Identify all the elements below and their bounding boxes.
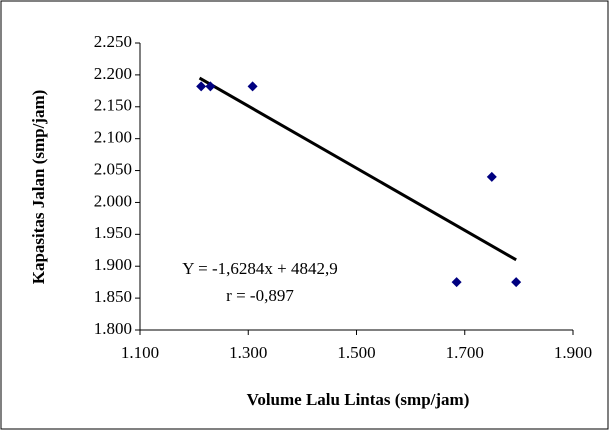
x-axis-label: Volume Lalu Lintas (smp/jam) [247,390,470,409]
x-tick-label: 1.100 [121,343,159,362]
trendline [198,76,517,262]
y-tick-label: 2.200 [94,64,132,83]
y-axis-label: Kapasitas Jalan (smp/jam) [29,90,48,285]
data-point [247,81,258,92]
x-tick-label: 1.300 [229,343,267,362]
y-tick-label: 1.850 [94,287,132,306]
x-tick-label: 1.500 [337,343,375,362]
y-tick-label: 1.900 [94,255,132,274]
correlation-annotation: r = -0,897 [226,286,294,305]
x-tick-label: 1.700 [446,343,484,362]
x-tick-label: 1.900 [554,343,592,362]
y-tick-label: 2.050 [94,159,132,178]
data-point [511,277,522,288]
equation-annotation: Y = -1,6284x + 4842,9 [182,259,337,278]
data-point [451,277,462,288]
data-point [486,171,497,182]
data-point [205,81,216,92]
y-tick-label: 2.250 [94,32,132,51]
y-tick-label: 2.000 [94,191,132,210]
data-point [196,81,207,92]
y-tick-label: 2.150 [94,96,132,115]
y-tick-label: 1.800 [94,319,132,338]
y-tick-label: 1.950 [94,223,132,242]
y-tick-label: 2.100 [94,128,132,147]
